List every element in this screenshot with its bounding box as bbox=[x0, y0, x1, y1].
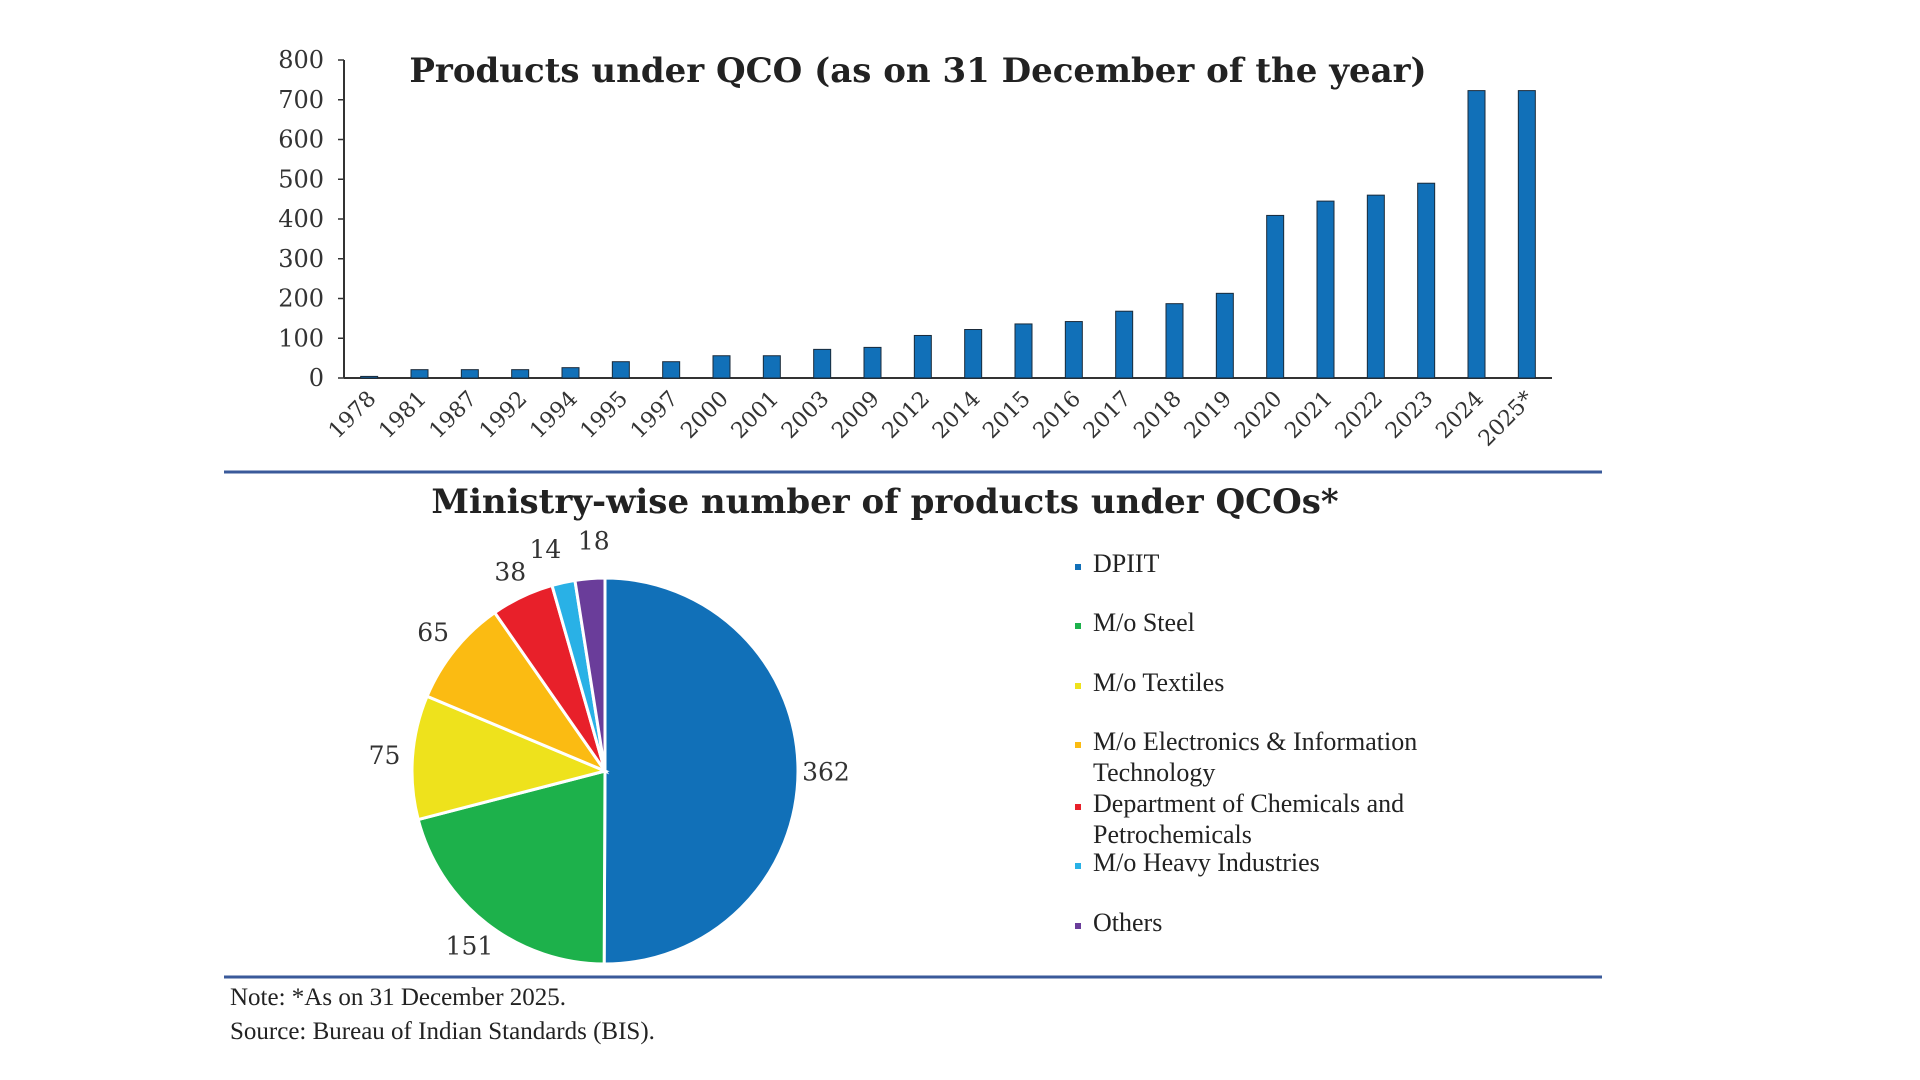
x-tick-label: 1978 bbox=[324, 387, 381, 444]
bar-2016 bbox=[1064, 321, 1083, 379]
legend-label: DPIIT bbox=[1093, 549, 1160, 578]
y-tick-label: 300 bbox=[278, 245, 324, 273]
pie-slice-m-o-textiles bbox=[410, 694, 610, 822]
y-tick-label: 0 bbox=[309, 364, 324, 392]
pie-data-label: 14 bbox=[529, 535, 561, 564]
pie-slice-dpiit bbox=[602, 576, 800, 966]
y-tick-label: 800 bbox=[278, 46, 324, 74]
legend-item: M/o Electronics & Information Technology bbox=[1075, 727, 1417, 787]
bar-1994 bbox=[561, 367, 580, 379]
y-tick-label: 200 bbox=[278, 285, 324, 313]
bar-2009 bbox=[863, 346, 882, 379]
y-tick-label: 500 bbox=[278, 165, 324, 193]
legend-item: M/o Heavy Industries bbox=[1075, 848, 1320, 877]
y-tick-label: 400 bbox=[278, 205, 324, 233]
bar-2012 bbox=[913, 334, 932, 379]
bar-2001 bbox=[762, 355, 781, 379]
x-tick-label: 2015 bbox=[978, 387, 1035, 444]
bar-2000 bbox=[712, 355, 731, 379]
x-tick-label: 2019 bbox=[1180, 387, 1237, 444]
pie-chart-title: Ministry-wise number of products under Q… bbox=[431, 482, 1339, 522]
legend-label: M/o Electronics & Information Technology bbox=[1093, 727, 1417, 787]
legend-swatch bbox=[1075, 923, 1081, 929]
legend-swatch bbox=[1075, 683, 1081, 689]
legend-label: Department of Chemicals and Petrochemical… bbox=[1093, 789, 1404, 849]
bar-1978 bbox=[360, 375, 379, 379]
bar-2021 bbox=[1316, 200, 1335, 379]
x-tick-label: 1992 bbox=[475, 387, 532, 444]
y-tick-label: 600 bbox=[278, 126, 324, 154]
x-tick-label: 2003 bbox=[777, 387, 834, 444]
bar-1997 bbox=[662, 361, 681, 379]
pie-data-label: 362 bbox=[802, 757, 850, 786]
bar-1981 bbox=[410, 369, 429, 379]
pie-slice-m-o-steel bbox=[416, 769, 607, 966]
x-tick-label: 2021 bbox=[1280, 387, 1337, 444]
legend-item: Department of Chemicals and Petrochemical… bbox=[1075, 789, 1404, 849]
x-tick-label: 2014 bbox=[928, 387, 985, 444]
bar-1987 bbox=[460, 369, 479, 379]
bar-chart-title: Products under QCO (as on 31 December of… bbox=[409, 51, 1426, 91]
pie-data-label: 65 bbox=[417, 618, 449, 647]
bar-1992 bbox=[511, 369, 530, 379]
legend-swatch bbox=[1075, 804, 1081, 810]
x-tick-label: 2022 bbox=[1331, 387, 1388, 444]
bar-2020 bbox=[1266, 214, 1285, 379]
x-tick-label: 2012 bbox=[878, 387, 935, 444]
note-text: Note: *As on 31 December 2025. bbox=[230, 984, 567, 1011]
x-tick-label: 2000 bbox=[676, 387, 733, 444]
pie-data-label: 38 bbox=[494, 557, 526, 586]
legend-label: Others bbox=[1093, 908, 1162, 937]
x-tick-label: 2018 bbox=[1129, 387, 1186, 444]
legend-swatch bbox=[1075, 623, 1081, 629]
pie-slice-m-o-electronics-information-technology bbox=[425, 610, 610, 775]
pie-data-label: 18 bbox=[578, 527, 610, 556]
legend-label: M/o Textiles bbox=[1093, 668, 1224, 697]
pie-slice-others bbox=[573, 576, 607, 772]
pie-data-label: 151 bbox=[446, 932, 494, 961]
legend-swatch bbox=[1075, 863, 1081, 869]
bar-1995 bbox=[611, 361, 630, 379]
bar-2003 bbox=[813, 348, 832, 379]
source-text: Source: Bureau of Indian Standards (BIS)… bbox=[230, 1018, 655, 1045]
legend-item: M/o Steel bbox=[1075, 608, 1195, 637]
x-tick-label: 1994 bbox=[525, 387, 582, 444]
bar-2025* bbox=[1517, 90, 1536, 379]
x-tick-label: 1987 bbox=[425, 387, 482, 444]
legend-swatch bbox=[1075, 742, 1081, 748]
x-tick-label: 2025* bbox=[1474, 387, 1539, 452]
legend-swatch bbox=[1075, 564, 1081, 570]
x-tick-label: 2017 bbox=[1079, 387, 1136, 444]
bar-2014 bbox=[964, 329, 983, 379]
bar-2019 bbox=[1215, 292, 1234, 379]
x-tick-label: 2016 bbox=[1029, 387, 1086, 444]
legend-item: DPIIT bbox=[1075, 549, 1160, 578]
legend-label: M/o Steel bbox=[1093, 608, 1195, 637]
x-tick-label: 2009 bbox=[827, 387, 884, 444]
x-tick-label: 1981 bbox=[374, 387, 431, 444]
x-tick-label: 1997 bbox=[626, 387, 683, 444]
x-tick-label: 2001 bbox=[727, 387, 784, 444]
pie-data-label: 75 bbox=[369, 741, 401, 770]
bar-2024 bbox=[1467, 90, 1486, 379]
bar-2018 bbox=[1165, 303, 1184, 379]
x-tick-label: 2020 bbox=[1230, 387, 1287, 444]
bar-2015 bbox=[1014, 323, 1033, 379]
x-tick-label: 1995 bbox=[576, 387, 633, 444]
legend-label: M/o Heavy Industries bbox=[1093, 848, 1320, 877]
bar-2017 bbox=[1115, 310, 1134, 379]
y-tick-label: 100 bbox=[278, 324, 324, 352]
x-tick-label: 2023 bbox=[1381, 387, 1438, 444]
bar-2022 bbox=[1366, 194, 1385, 379]
bar-2023 bbox=[1417, 182, 1436, 379]
y-tick-label: 700 bbox=[278, 86, 324, 114]
legend-item: Others bbox=[1075, 908, 1162, 937]
legend-item: M/o Textiles bbox=[1075, 668, 1224, 697]
